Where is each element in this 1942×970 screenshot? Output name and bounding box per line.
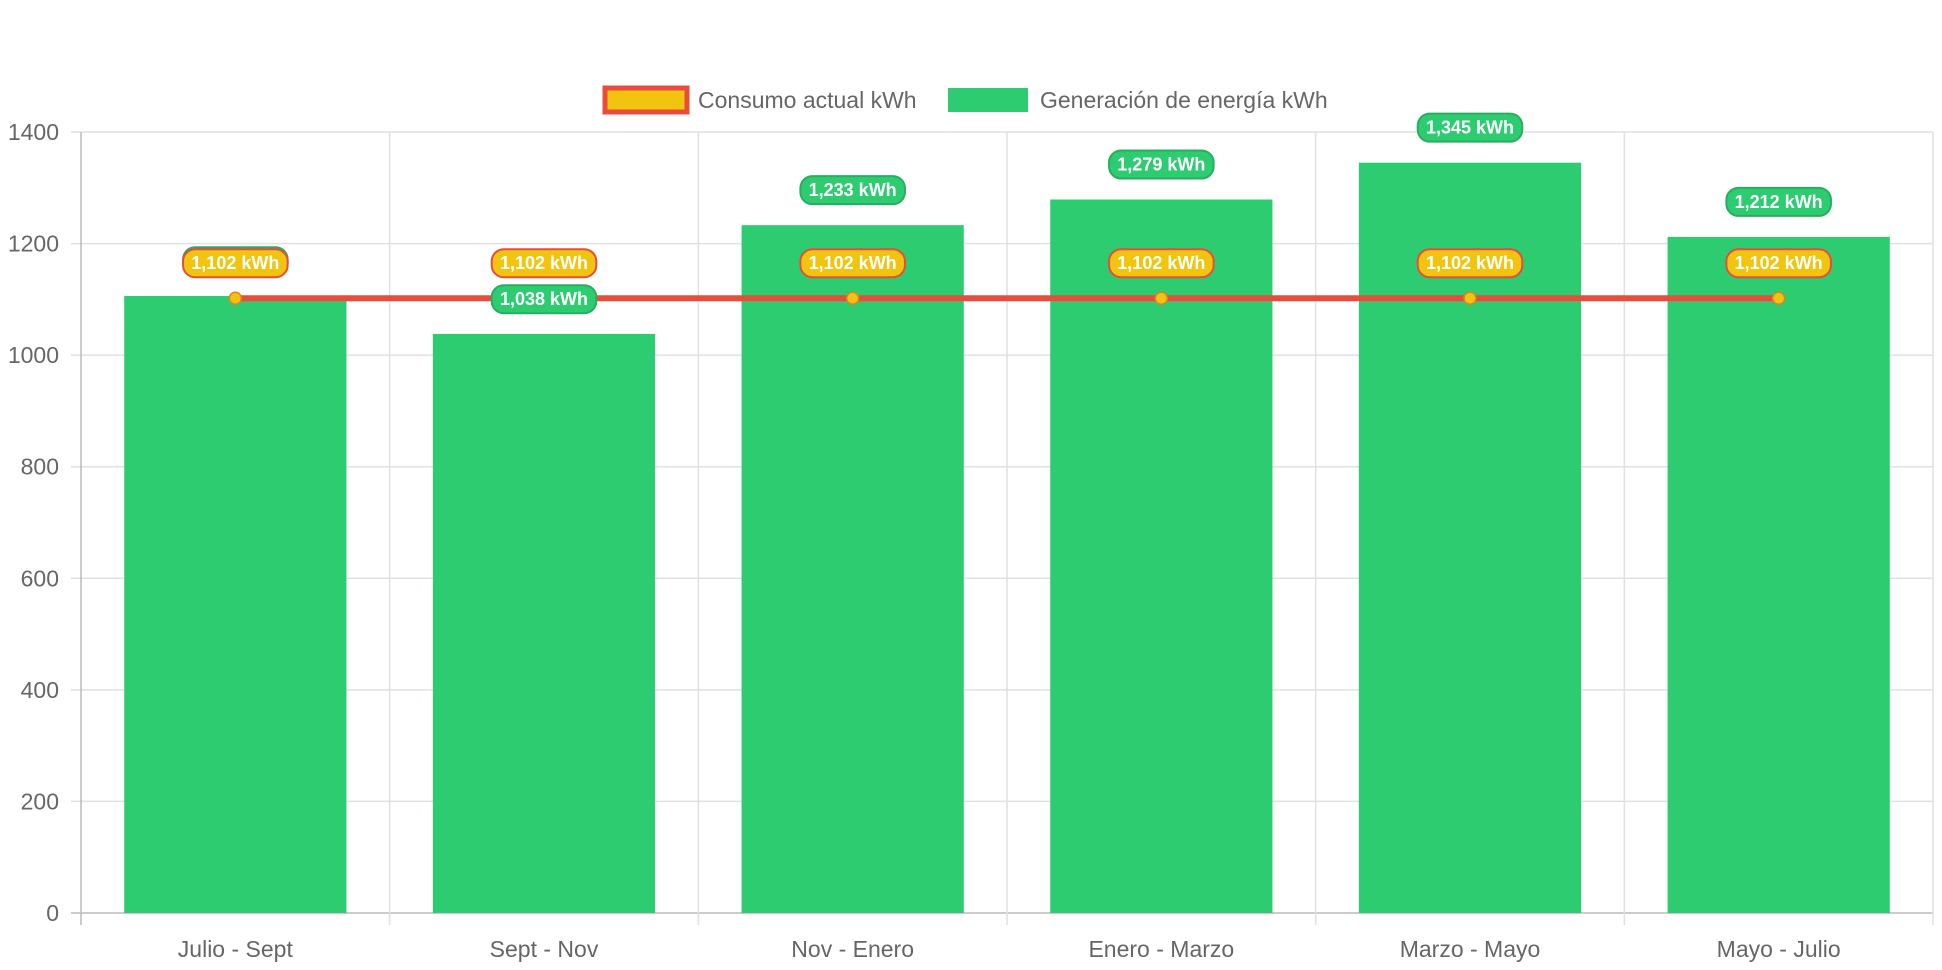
line-data-label-bg <box>1725 248 1832 279</box>
y-tick-label: 600 <box>21 565 59 591</box>
y-tick-label: 400 <box>21 677 59 703</box>
legend: Consumo actual kWh Generación de energía… <box>602 85 1328 115</box>
bar-data-label-text: 1,038 kWh <box>500 289 588 309</box>
line-data-label-text: 1,102 kWh <box>1117 253 1205 273</box>
bar[interactable] <box>1050 199 1273 913</box>
line-data-label: 1,102 kWh <box>490 248 598 279</box>
line-data-label-bg <box>1416 248 1524 279</box>
x-tick-label: Enero - Marzo <box>1088 936 1234 962</box>
y-tick-label: 800 <box>21 454 59 480</box>
bar[interactable] <box>1358 162 1582 914</box>
legend-swatch-consumo <box>602 85 690 115</box>
line-data-label-bg <box>799 248 906 279</box>
line-data-label-bg <box>1108 248 1215 279</box>
bar-data-label-bg <box>1725 186 1832 217</box>
line-point[interactable] <box>1463 291 1477 305</box>
y-tick-label: 200 <box>21 788 59 814</box>
bar[interactable] <box>432 333 656 913</box>
line-point[interactable] <box>228 291 243 305</box>
bar-data-label: 1,279 kWh <box>1108 149 1215 180</box>
bar[interactable] <box>1667 236 1890 913</box>
bar-data-label-text: 1,345 kWh <box>1426 118 1514 138</box>
line-point[interactable] <box>1771 291 1786 305</box>
x-tick-label: Nov - Enero <box>791 936 914 962</box>
axes: 0 200 400 600 800 1000 1200 1400 Julio - Sept Sep… <box>8 119 1841 962</box>
x-tick-label: Sept - Nov <box>490 936 599 962</box>
line-data-label-text: 1,102 kWh <box>191 253 279 273</box>
line-data-label-bg <box>182 248 289 279</box>
x-tick-label: Marzo - Mayo <box>1400 936 1541 962</box>
line-data-label: 1,102 kWh <box>799 248 906 279</box>
line-data-label: 1,102 kWh <box>1416 248 1524 279</box>
line-data-label: 1,102 kWh <box>1725 248 1832 279</box>
legend-label-consumo: Consumo actual kWh <box>698 87 917 113</box>
bar-data-label-bg <box>1416 112 1524 143</box>
bar-data-label: 1,345 kWh <box>1416 112 1524 143</box>
bar-data-label-text: 1,212 kWh <box>1735 192 1823 212</box>
bar-data-label-bg <box>799 175 906 206</box>
bar-series <box>124 162 1890 914</box>
y-tick-label: 1000 <box>8 342 59 368</box>
line-data-label-text: 1,102 kWh <box>809 253 897 273</box>
y-tick-label: 1200 <box>8 231 59 257</box>
bar-data-label-bg <box>490 284 598 315</box>
y-tick-label: 0 <box>46 900 59 926</box>
legend-swatch-generacion <box>948 88 1028 112</box>
line-data-label: 1,102 kWh <box>1108 248 1215 279</box>
line-point[interactable] <box>1154 291 1169 305</box>
x-tick-label: Mayo - Julio <box>1717 936 1841 962</box>
legend-label-generacion: Generación de energía kWh <box>1040 87 1328 113</box>
line-data-label-text: 1,102 kWh <box>1426 253 1514 273</box>
bar-data-label-bg <box>1108 149 1215 180</box>
bar[interactable] <box>741 225 964 914</box>
bar[interactable] <box>124 296 347 913</box>
bar-data-label-text: 1,233 kWh <box>809 180 897 200</box>
line-data-label: 1,102 kWh <box>182 248 289 279</box>
bar-data-label-text: 1,279 kWh <box>1117 155 1205 175</box>
y-tick-label: 1400 <box>8 119 59 145</box>
line-data-label-text: 1,102 kWh <box>1735 253 1823 273</box>
bar-data-label: 1,038 kWh <box>490 284 598 315</box>
line-data-label-bg <box>490 248 598 279</box>
grid <box>71 131 1934 925</box>
bar-data-label: 1,212 kWh <box>1725 186 1832 217</box>
line-point[interactable] <box>845 291 860 305</box>
x-tick-label: Julio - Sept <box>178 936 294 962</box>
line-data-label-text: 1,102 kWh <box>500 253 588 273</box>
legend-item-generacion[interactable]: Generación de energía kWh <box>948 87 1328 113</box>
legend-item-consumo[interactable]: Consumo actual kWh <box>602 85 917 115</box>
bar-data-label: 1,233 kWh <box>799 175 906 206</box>
